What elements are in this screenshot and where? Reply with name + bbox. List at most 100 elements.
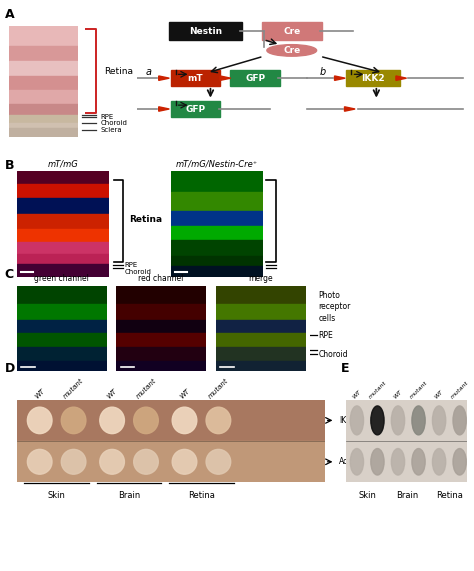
- Ellipse shape: [100, 407, 124, 433]
- Bar: [9, 115, 78, 123]
- Ellipse shape: [61, 407, 86, 433]
- Text: mutant: mutant: [207, 377, 229, 400]
- Text: GFP: GFP: [245, 74, 265, 83]
- Bar: [9, 76, 78, 90]
- Text: Choroid: Choroid: [319, 349, 348, 359]
- Ellipse shape: [371, 449, 384, 475]
- Ellipse shape: [350, 406, 364, 435]
- Text: mutant: mutant: [367, 380, 387, 400]
- Text: Retina: Retina: [104, 67, 133, 76]
- Bar: [9, 61, 78, 76]
- Text: mT: mT: [188, 74, 203, 83]
- FancyBboxPatch shape: [171, 70, 220, 86]
- Text: mutant: mutant: [63, 377, 85, 400]
- Bar: [9, 26, 78, 46]
- Text: WT: WT: [106, 388, 118, 400]
- Text: merge: merge: [248, 274, 273, 283]
- Ellipse shape: [412, 406, 425, 435]
- Text: Cre: Cre: [283, 27, 301, 35]
- Text: mT/mG/Nestin-Cre⁺: mT/mG/Nestin-Cre⁺: [176, 159, 258, 168]
- Text: Actin: Actin: [339, 457, 358, 467]
- Text: b: b: [320, 67, 326, 77]
- Text: WT: WT: [34, 388, 46, 400]
- Text: a: a: [146, 67, 152, 77]
- Bar: [346, 400, 467, 441]
- Ellipse shape: [100, 449, 124, 474]
- Text: Skin: Skin: [358, 491, 376, 500]
- Text: E: E: [341, 362, 350, 375]
- Ellipse shape: [27, 407, 52, 433]
- Ellipse shape: [350, 449, 364, 475]
- Text: Nestin: Nestin: [189, 27, 222, 35]
- Bar: [9, 123, 78, 128]
- Ellipse shape: [432, 449, 446, 475]
- Text: D: D: [5, 362, 15, 375]
- Text: B: B: [5, 159, 14, 172]
- Text: green channel: green channel: [34, 274, 89, 283]
- Ellipse shape: [392, 406, 405, 435]
- FancyBboxPatch shape: [171, 101, 220, 116]
- Bar: [9, 46, 78, 61]
- Text: mutant: mutant: [409, 380, 428, 400]
- Ellipse shape: [172, 449, 197, 474]
- FancyBboxPatch shape: [262, 22, 321, 41]
- Text: C: C: [5, 268, 14, 280]
- Bar: [9, 104, 78, 115]
- Text: Choroid: Choroid: [101, 119, 128, 126]
- Text: Sclera: Sclera: [101, 127, 122, 134]
- Ellipse shape: [134, 407, 158, 433]
- Ellipse shape: [392, 449, 405, 475]
- Ellipse shape: [206, 449, 231, 474]
- Text: red channel: red channel: [138, 274, 184, 283]
- Polygon shape: [220, 76, 231, 81]
- Text: cells: cells: [319, 313, 336, 323]
- Polygon shape: [159, 107, 169, 111]
- Bar: [9, 128, 78, 137]
- Ellipse shape: [412, 449, 425, 475]
- FancyBboxPatch shape: [346, 70, 400, 86]
- Text: receptor: receptor: [319, 303, 351, 311]
- Text: WT: WT: [392, 389, 403, 400]
- Text: Photo: Photo: [319, 291, 340, 300]
- Bar: [17, 441, 325, 482]
- Ellipse shape: [172, 407, 197, 433]
- Ellipse shape: [134, 449, 158, 474]
- Text: Cre: Cre: [283, 46, 301, 55]
- Text: RPE: RPE: [125, 262, 138, 268]
- Text: mT/mG: mT/mG: [47, 159, 78, 168]
- Bar: [346, 441, 467, 482]
- Text: GFP: GFP: [185, 104, 206, 114]
- Text: WT: WT: [434, 389, 445, 400]
- FancyBboxPatch shape: [169, 22, 242, 41]
- Text: IKK2: IKK2: [361, 74, 385, 83]
- Ellipse shape: [453, 406, 466, 435]
- Text: WT: WT: [352, 389, 362, 400]
- Text: Skin: Skin: [48, 491, 65, 500]
- Text: RPE: RPE: [101, 114, 114, 120]
- Ellipse shape: [267, 45, 317, 56]
- Bar: [9, 90, 78, 104]
- Text: Brain: Brain: [118, 491, 140, 500]
- Text: IKK2: IKK2: [339, 416, 356, 425]
- Text: WT: WT: [178, 388, 191, 400]
- Polygon shape: [396, 76, 407, 81]
- Ellipse shape: [453, 449, 466, 475]
- Text: Retina: Retina: [129, 215, 163, 224]
- Ellipse shape: [432, 406, 446, 435]
- Text: RPE: RPE: [319, 331, 333, 340]
- Text: A: A: [5, 8, 14, 21]
- FancyBboxPatch shape: [230, 70, 280, 86]
- Polygon shape: [345, 107, 355, 111]
- Text: Choroid: Choroid: [125, 268, 152, 275]
- Text: Brain: Brain: [397, 491, 419, 500]
- Ellipse shape: [27, 449, 52, 474]
- Text: mutant: mutant: [450, 380, 470, 400]
- Ellipse shape: [61, 449, 86, 474]
- Polygon shape: [335, 76, 345, 81]
- Ellipse shape: [206, 407, 231, 433]
- Text: mutant: mutant: [135, 377, 157, 400]
- Text: Retina: Retina: [188, 491, 215, 500]
- Polygon shape: [159, 76, 169, 81]
- Bar: [17, 400, 325, 441]
- Ellipse shape: [371, 406, 384, 435]
